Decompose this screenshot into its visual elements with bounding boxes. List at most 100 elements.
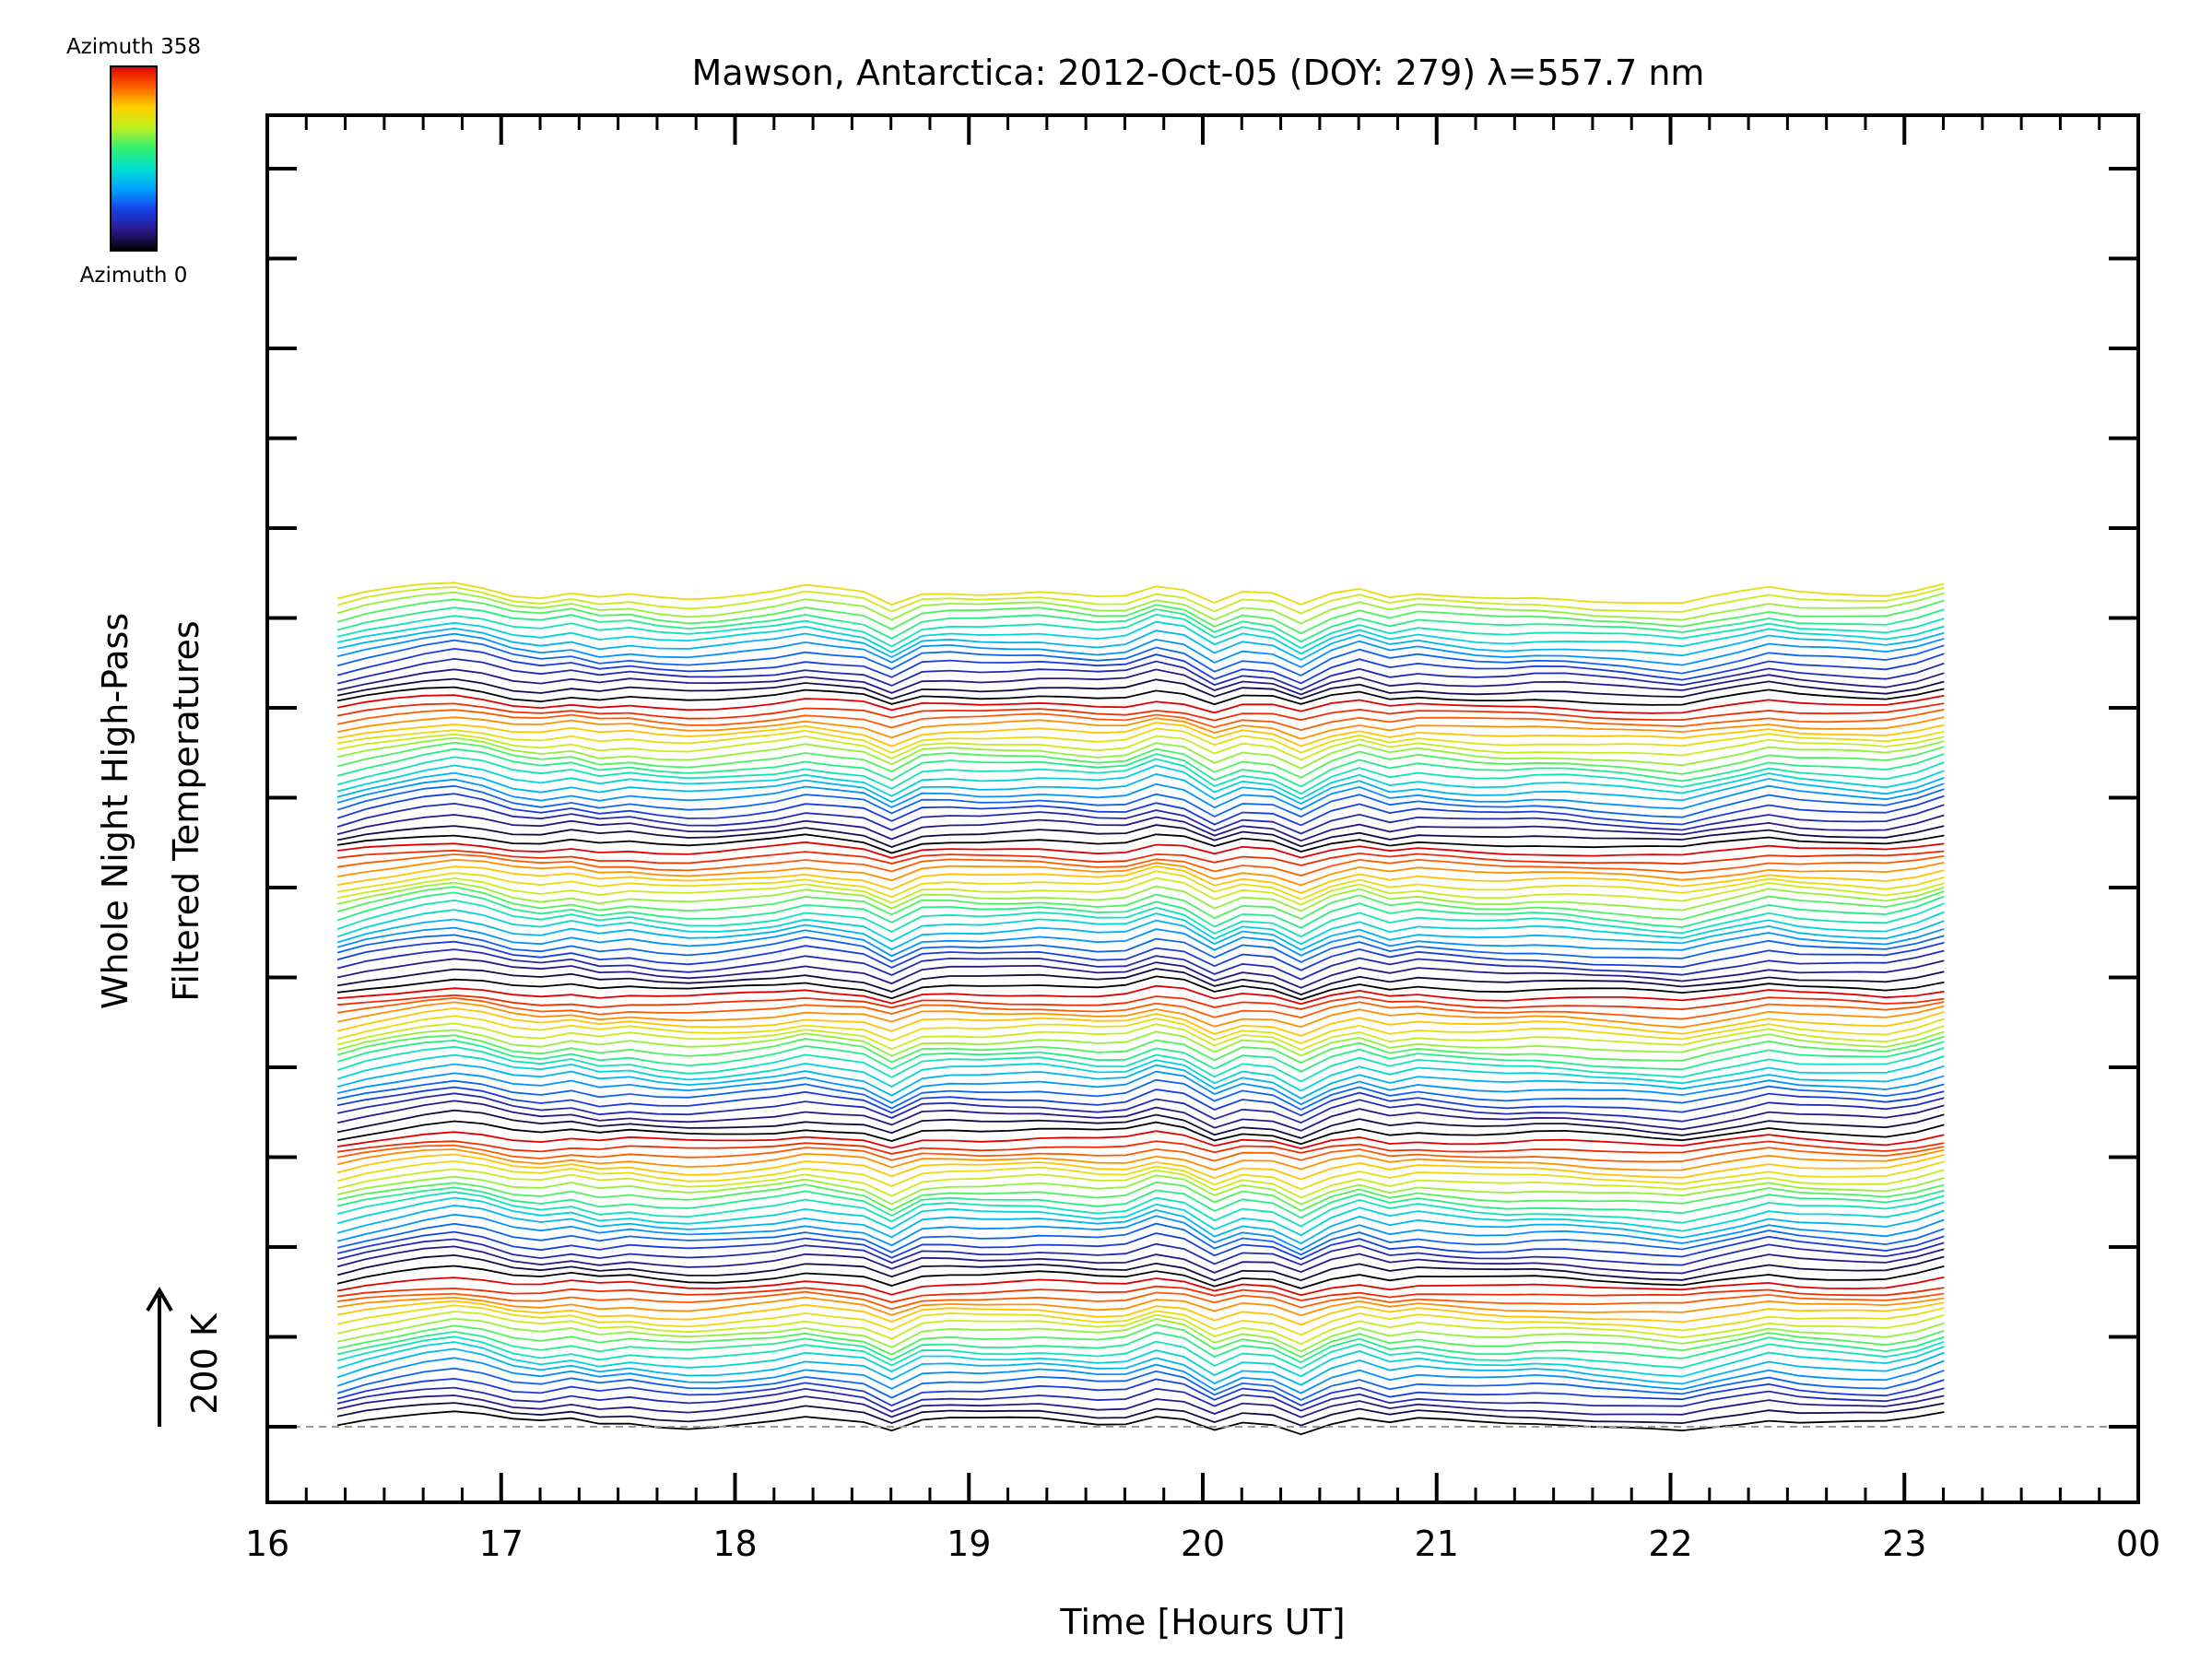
azimuth-trace-line bbox=[336, 918, 1945, 951]
azimuth-trace-line bbox=[337, 994, 1945, 1011]
azimuth-trace-line bbox=[336, 1007, 1945, 1037]
azimuth-trace-line bbox=[336, 677, 1945, 700]
azimuth-trace-line bbox=[336, 694, 1945, 714]
azimuth-trace-line bbox=[336, 733, 1945, 761]
azimuth-trace-line bbox=[336, 841, 1945, 859]
azimuth-trace-line bbox=[336, 1285, 1945, 1303]
azimuth-trace-line bbox=[336, 647, 1945, 685]
azimuth-trace-line bbox=[336, 1063, 1945, 1100]
azimuth-trace-line bbox=[336, 814, 1945, 842]
x-tick-label: 20 bbox=[1181, 1524, 1225, 1564]
azimuth-trace-line bbox=[336, 1039, 1945, 1073]
trace-group bbox=[336, 582, 1945, 1436]
azimuth-trace-line bbox=[337, 984, 1945, 1006]
azimuth-trace-line bbox=[336, 1324, 1945, 1359]
azimuth-trace-line bbox=[336, 764, 1945, 800]
azimuth-trace-line bbox=[336, 708, 1945, 732]
azimuth-trace-line bbox=[336, 778, 1945, 811]
azimuth-trace-line bbox=[336, 1386, 1945, 1413]
azimuth-trace-line bbox=[336, 1148, 1945, 1171]
plot-frame bbox=[265, 113, 2140, 1504]
azimuth-trace-line bbox=[336, 613, 1945, 650]
azimuth-trace-line bbox=[336, 886, 1945, 921]
azimuth-trace-line bbox=[336, 1159, 1945, 1191]
azimuth-trace-line bbox=[336, 632, 1945, 668]
azimuth-trace-line bbox=[336, 958, 1945, 989]
azimuth-trace-line bbox=[336, 858, 1945, 887]
azimuth-trace-line bbox=[336, 870, 1945, 900]
azimuth-trace-line bbox=[336, 639, 1945, 677]
azimuth-trace-line bbox=[336, 784, 1945, 818]
azimuth-trace-line bbox=[336, 1196, 1945, 1237]
azimuth-trace-line bbox=[336, 1015, 1945, 1045]
azimuth-trace-line bbox=[336, 926, 1945, 958]
x-tick-label: 21 bbox=[1415, 1524, 1459, 1564]
azimuth-trace-line bbox=[336, 1317, 1945, 1353]
azimuth-trace-line bbox=[336, 1300, 1945, 1326]
azimuth-trace-line bbox=[336, 582, 1945, 606]
azimuth-trace-line bbox=[336, 877, 1945, 906]
azimuth-trace-line bbox=[336, 1335, 1945, 1370]
azimuth-trace-line bbox=[336, 1394, 1945, 1418]
azimuth-trace-line bbox=[336, 1153, 1945, 1181]
x-tick-label: 00 bbox=[2116, 1524, 2160, 1564]
x-axis-label: Time [Hours UT] bbox=[1059, 1602, 1345, 1642]
y-axis-ticks bbox=[267, 167, 2138, 1429]
azimuth-trace-line bbox=[336, 1377, 1945, 1406]
azimuth-trace-line bbox=[336, 686, 1945, 706]
azimuth-trace-line bbox=[336, 853, 1945, 877]
x-tick-label: 19 bbox=[947, 1524, 991, 1564]
azimuth-trace-line bbox=[336, 1186, 1945, 1219]
azimuth-trace-line bbox=[336, 1330, 1945, 1364]
azimuth-trace-line bbox=[336, 657, 1945, 691]
azimuth-trace-line bbox=[336, 996, 1945, 1020]
azimuth-trace-line bbox=[336, 1168, 1945, 1199]
azimuth-trace-line bbox=[336, 1092, 1945, 1124]
azimuth-trace-line bbox=[336, 1045, 1945, 1083]
azimuth-trace-line bbox=[336, 1341, 1945, 1378]
azimuth-trace-line bbox=[336, 802, 1945, 835]
azimuth-trace-line bbox=[336, 1265, 1945, 1289]
azimuth-trace-line bbox=[336, 1367, 1945, 1401]
azimuth-trace-line bbox=[336, 891, 1945, 929]
azimuth-trace-line bbox=[336, 1296, 1945, 1317]
azimuth-trace-line bbox=[336, 727, 1945, 754]
azimuth-trace-line bbox=[336, 620, 1945, 655]
azimuth-trace-line bbox=[336, 1053, 1945, 1092]
azimuth-trace-line bbox=[336, 968, 1945, 996]
azimuth-trace-line bbox=[336, 1304, 1945, 1336]
azimuth-trace-line bbox=[336, 716, 1945, 740]
azimuth-trace-line bbox=[336, 702, 1945, 722]
azimuth-trace-line bbox=[336, 833, 1945, 854]
azimuth-trace-line bbox=[336, 736, 1945, 770]
y-axis-label-line1: Whole Night High-Pass bbox=[95, 613, 135, 1009]
azimuth-trace-line bbox=[336, 1347, 1945, 1386]
azimuth-trace-line bbox=[336, 1130, 1945, 1150]
azimuth-trace-line bbox=[336, 598, 1945, 635]
azimuth-trace-line bbox=[336, 940, 1945, 971]
azimuth-trace-line bbox=[336, 909, 1945, 946]
azimuth-trace-line bbox=[336, 668, 1945, 696]
colorbar-bottom-label: Azimuth 0 bbox=[80, 264, 188, 288]
azimuth-trace-line bbox=[336, 771, 1945, 806]
azimuth-trace-line bbox=[336, 1290, 1945, 1311]
x-tick-label: 23 bbox=[1882, 1524, 1926, 1564]
x-tick-label: 17 bbox=[479, 1524, 524, 1564]
chart-title: Mawson, Antarctica: 2012-Oct-05 (DOY: 27… bbox=[692, 53, 1705, 93]
azimuth-trace-line bbox=[336, 1100, 1945, 1132]
azimuth-trace-line bbox=[336, 1086, 1945, 1117]
azimuth-trace-line bbox=[336, 1213, 1945, 1252]
azimuth-trace-line bbox=[336, 606, 1945, 643]
azimuth-trace-line bbox=[336, 1410, 1945, 1436]
colorbar-top-label: Azimuth 358 bbox=[66, 35, 201, 59]
azimuth-trace-line bbox=[336, 1230, 1945, 1261]
azimuth-trace-line bbox=[336, 849, 1945, 866]
azimuth-trace-line bbox=[336, 1222, 1945, 1256]
azimuth-trace-line bbox=[336, 756, 1945, 795]
scale-arrow bbox=[146, 1287, 173, 1427]
azimuth-trace-line bbox=[336, 1029, 1945, 1057]
azimuth-trace-line bbox=[336, 747, 1945, 788]
azimuth-trace-line bbox=[336, 1109, 1945, 1139]
x-tick-label: 16 bbox=[245, 1524, 289, 1564]
